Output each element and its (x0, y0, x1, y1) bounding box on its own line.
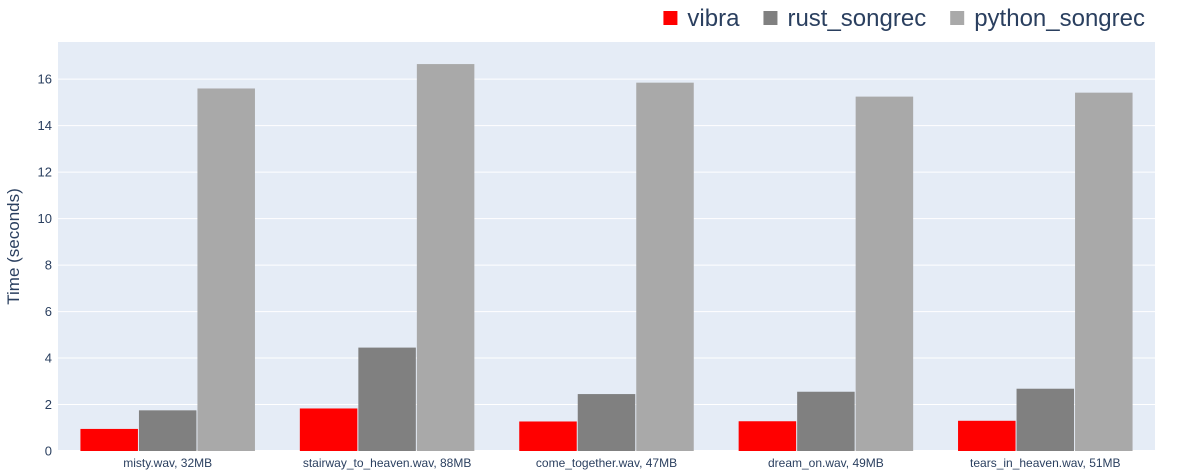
legend-item-python_songrec[interactable]: python_songrec (950, 5, 1145, 32)
x-tick-label: stairway_to_heaven.wav, 88MB (303, 456, 472, 470)
bar-rust_songrec-0 (138, 410, 197, 451)
bar-rust_songrec-1 (358, 347, 416, 451)
y-axis-ticks: 0 2 4 6 8 10 12 14 16 (38, 72, 52, 459)
legend-item-rust_songrec[interactable]: rust_songrec (763, 5, 926, 32)
bar-vibra-3 (738, 421, 797, 451)
bar-vibra-0 (80, 428, 138, 451)
legend-item-vibra[interactable]: vibra (663, 5, 740, 32)
legend: vibra rust_songrec python_songrec (663, 5, 1145, 32)
bar-python_songrec-3 (855, 96, 914, 452)
legend-swatch (763, 11, 778, 25)
y-axis-label: Time (seconds) (4, 188, 23, 305)
bar-rust_songrec-2 (577, 394, 636, 451)
y-tick-label: 10 (38, 211, 52, 226)
legend-swatch (663, 11, 678, 25)
legend-label: vibra (687, 5, 740, 32)
bar-python_songrec-2 (636, 82, 694, 452)
y-tick-label: 12 (38, 165, 52, 180)
y-tick-label: 6 (45, 304, 52, 319)
bar-vibra-1 (299, 408, 358, 451)
bars (80, 64, 1133, 452)
y-tick-label: 4 (45, 351, 52, 366)
bar-vibra-4 (958, 420, 1016, 451)
bar-python_songrec-0 (197, 88, 255, 452)
bar-python_songrec-1 (416, 64, 475, 451)
x-tick-label: misty.wav, 32MB (123, 456, 212, 470)
y-tick-label: 0 (45, 444, 52, 459)
bar-rust_songrec-4 (1016, 388, 1075, 451)
y-tick-label: 2 (45, 397, 52, 412)
x-tick-label: come_together.wav, 47MB (536, 456, 677, 470)
y-tick-label: 16 (38, 72, 52, 87)
x-tick-label: tears_in_heaven.wav, 51MB (970, 456, 1121, 470)
legend-label: rust_songrec (787, 5, 926, 32)
bar-rust_songrec-3 (797, 391, 855, 451)
y-tick-label: 8 (45, 258, 52, 273)
y-tick-label: 14 (38, 118, 52, 133)
bar-vibra-2 (519, 421, 577, 451)
legend-swatch (950, 11, 965, 25)
bar-python_songrec-4 (1075, 92, 1133, 452)
legend-label: python_songrec (974, 5, 1145, 32)
x-axis-ticks: misty.wav, 32MB stairway_to_heaven.wav, 8… (123, 456, 1120, 470)
x-tick-label: dream_on.wav, 49MB (768, 456, 884, 470)
